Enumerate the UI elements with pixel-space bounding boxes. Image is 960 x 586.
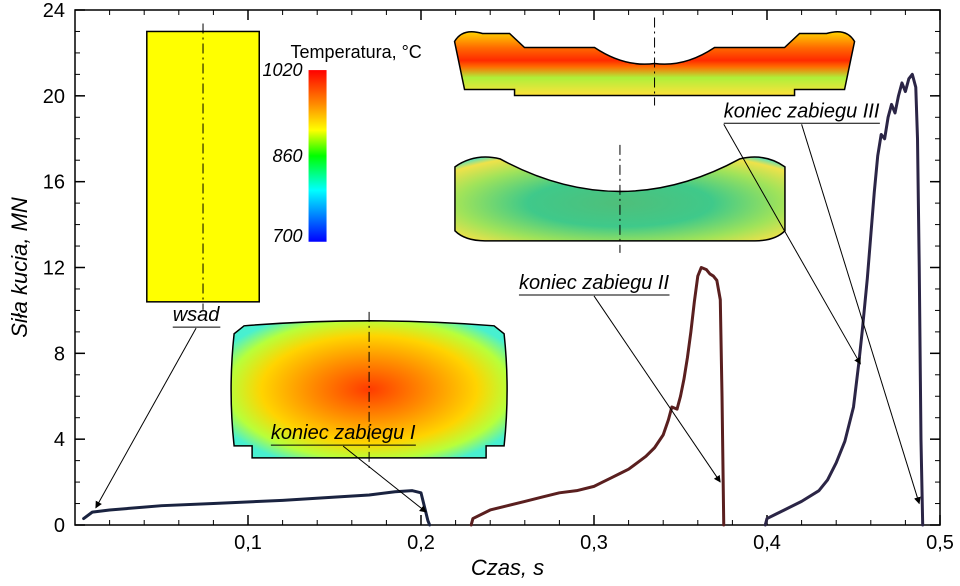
x-tick-label: 0,3	[580, 532, 608, 554]
annot-zabieg-3-arrow	[802, 124, 920, 503]
y-tick-label: 16	[43, 172, 65, 194]
annot-zabieg-2-arrow	[594, 296, 720, 482]
y-axis-label: Siła kucia, MN	[7, 197, 32, 338]
y-tick-label: 8	[54, 343, 65, 365]
colorbar-title: Temperatura, °C	[291, 42, 422, 62]
colorbar	[309, 70, 327, 242]
annot-wsad-label: wsad	[173, 304, 221, 326]
chart-svg: 0,1 0,2 0,3 0,4 0,5 0 4 8 12 16 20 24 Czas, s Siła ku…	[0, 0, 960, 586]
x-tick-label: 0,2	[407, 532, 435, 554]
y-tick-label: 0	[54, 515, 65, 537]
x-tick-label: 0,5	[926, 532, 954, 554]
colorbar-tick: 860	[273, 146, 303, 166]
y-tick-label: 24	[43, 0, 65, 22]
x-axis-label: Czas, s	[471, 555, 544, 580]
chart-container: 0,1 0,2 0,3 0,4 0,5 0 4 8 12 16 20 24 Czas, s Siła ku…	[0, 0, 960, 586]
colorbar-tick: 700	[273, 226, 303, 246]
annot-zabieg-3-label: koniec zabiegu III	[724, 100, 880, 122]
series-zabieg-3	[765, 74, 922, 525]
annot-wsad-arrow	[96, 328, 196, 508]
x-tick-label: 0,4	[753, 532, 781, 554]
annot-zabieg-1-label: koniec zabiegu I	[271, 422, 416, 444]
annot-zabieg-3-arrow-2	[724, 124, 861, 364]
y-tick-label: 12	[43, 258, 65, 280]
colorbar-tick: 1020	[263, 60, 303, 80]
series-zabieg-1	[84, 491, 430, 525]
annot-zabieg-2-label: koniec zabiegu II	[519, 272, 670, 294]
y-tick-label: 20	[43, 86, 65, 108]
series-zabieg-2	[471, 268, 724, 526]
x-tick-label: 0,1	[234, 532, 262, 554]
y-tick-label: 4	[54, 429, 65, 451]
